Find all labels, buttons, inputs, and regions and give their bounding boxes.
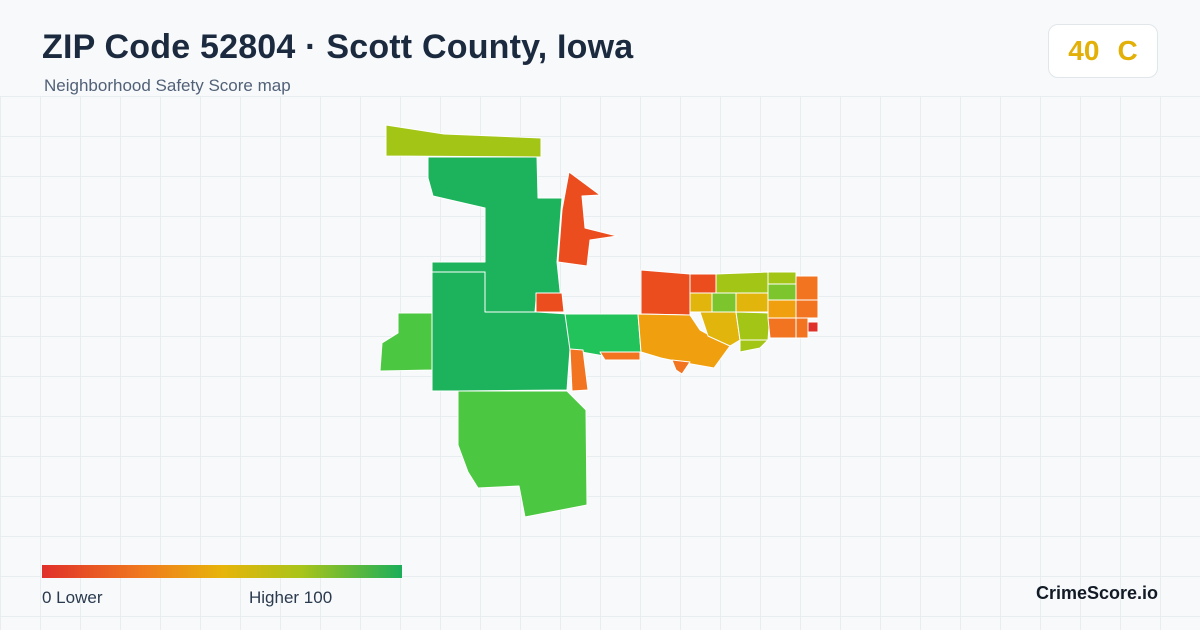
- map-region[interactable]: [795, 299, 819, 319]
- legend-max-label: Higher 100: [249, 588, 333, 607]
- map-region[interactable]: [767, 317, 797, 339]
- map-region[interactable]: [739, 337, 771, 353]
- legend-min-label: 0 Lower: [42, 588, 103, 607]
- page-title: ZIP Code 52804 · Scott County, Iowa: [42, 28, 634, 66]
- map-region[interactable]: [385, 124, 542, 158]
- page-subtitle: Neighborhood Safety Score map: [44, 76, 291, 95]
- map-region[interactable]: [735, 292, 769, 313]
- map-region[interactable]: [795, 317, 809, 339]
- map-region[interactable]: [767, 271, 797, 285]
- map-region[interactable]: [689, 273, 717, 294]
- map-region[interactable]: [807, 321, 819, 333]
- map-region[interactable]: [569, 348, 589, 392]
- map-region[interactable]: [379, 312, 433, 372]
- map-region[interactable]: [767, 283, 797, 301]
- map-region[interactable]: [671, 359, 691, 375]
- map-region[interactable]: [767, 299, 797, 319]
- map-region[interactable]: [637, 313, 731, 369]
- map-region[interactable]: [457, 390, 588, 518]
- map-region[interactable]: [711, 292, 737, 313]
- map-region[interactable]: [535, 292, 565, 313]
- map-grid-background: [0, 96, 1200, 630]
- map-region[interactable]: [557, 171, 618, 267]
- brand-logo-text[interactable]: CrimeScore.io: [1035, 583, 1158, 603]
- map-region[interactable]: [689, 292, 713, 313]
- map-region[interactable]: [715, 271, 769, 294]
- map-region[interactable]: [795, 275, 819, 301]
- map-region[interactable]: [599, 351, 641, 361]
- score-value: 40: [1068, 35, 1100, 66]
- map-region[interactable]: [640, 269, 691, 316]
- score-grade: C: [1117, 35, 1138, 66]
- legend-gradient-bar: [42, 565, 402, 578]
- score-badge: 40 C: [1048, 24, 1158, 78]
